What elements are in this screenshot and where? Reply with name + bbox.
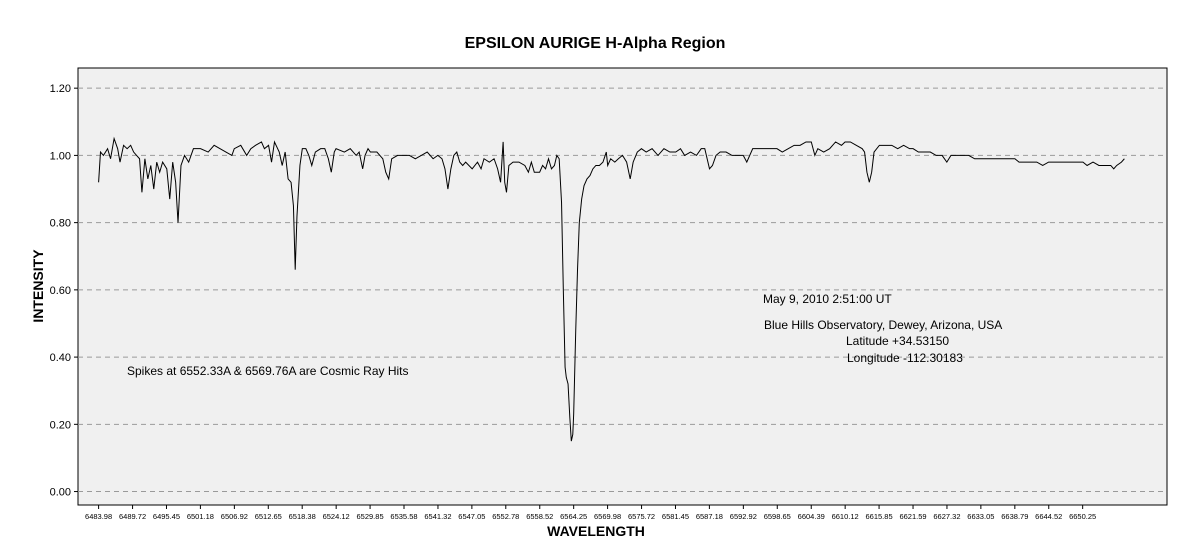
x-tick-label-1: 6489.72 <box>119 512 146 521</box>
annotation-date: May 9, 2010 2:51:00 UT <box>763 292 892 306</box>
x-tick-label-26: 6633.05 <box>967 512 994 521</box>
x-tick-label-11: 6547.05 <box>458 512 485 521</box>
annotation-cosmic-rays: Spikes at 6552.33A & 6569.76A are Cosmic… <box>127 364 409 378</box>
y-tick-label-5: 1.00 <box>50 150 71 162</box>
y-tick-label-4: 0.80 <box>50 218 71 230</box>
y-axis: 0.00 0.20 0.40 0.60 0.80 1.00 1.20 <box>50 83 78 499</box>
x-tick-label-7: 6524.12 <box>323 512 350 521</box>
series-line-intensity <box>98 136 1125 442</box>
x-tick-label-29: 6650.25 <box>1069 512 1096 521</box>
y-tick-label-1: 0.20 <box>50 419 71 431</box>
x-tick-label-27: 6638.79 <box>1001 512 1028 521</box>
x-tick-label-15: 6569.98 <box>594 512 621 521</box>
x-tick-label-25: 6627.32 <box>933 512 960 521</box>
annotation-observatory: Blue Hills Observatory, Dewey, Arizona, … <box>764 318 1002 332</box>
x-tick-label-28: 6644.52 <box>1035 512 1062 521</box>
x-tick-label-0: 6483.98 <box>85 512 112 521</box>
x-tick-label-18: 6587.18 <box>696 512 723 521</box>
x-tick-label-10: 6541.32 <box>424 512 451 521</box>
x-tick-label-16: 6575.72 <box>628 512 655 521</box>
x-tick-label-9: 6535.58 <box>390 512 417 521</box>
plot-area <box>77 67 1168 506</box>
x-tick-label-8: 6529.85 <box>357 512 384 521</box>
y-tick-label-0: 0.00 <box>50 487 71 499</box>
x-tick-label-4: 6506.92 <box>221 512 248 521</box>
y-axis-label: INTENSITY <box>30 249 46 323</box>
x-axis-label: WAVELENGTH <box>547 523 645 539</box>
annotation-longitude: Longitude -112.30183 <box>847 351 963 365</box>
y-tick-label-3: 0.60 <box>50 285 71 297</box>
x-axis: 6483.98 6489.72 6495.45 6501.18 6506.92 6512.… <box>85 505 1096 521</box>
x-tick-label-6: 6518.38 <box>289 512 316 521</box>
chart-title: EPSILON AURIGE H-Alpha Region <box>465 35 726 52</box>
x-tick-label-5: 6512.65 <box>255 512 282 521</box>
x-tick-label-21: 6604.39 <box>798 512 825 521</box>
x-tick-label-17: 6581.45 <box>662 512 689 521</box>
x-tick-label-20: 6598.65 <box>764 512 791 521</box>
x-tick-label-19: 6592.92 <box>730 512 757 521</box>
x-tick-label-13: 6558.52 <box>526 512 553 521</box>
x-tick-label-12: 6552.78 <box>492 512 519 521</box>
x-tick-label-24: 6621.59 <box>899 512 926 521</box>
x-tick-label-2: 6495.45 <box>153 512 180 521</box>
x-tick-label-22: 6610.12 <box>832 512 859 521</box>
y-tick-label-2: 0.40 <box>50 352 71 364</box>
annotation-latitude: Latitude +34.53150 <box>846 334 949 348</box>
x-tick-label-23: 6615.85 <box>866 512 893 521</box>
x-tick-label-3: 6501.18 <box>187 512 214 521</box>
y-tick-label-6: 1.20 <box>50 83 71 95</box>
x-tick-label-14: 6564.25 <box>560 512 587 521</box>
